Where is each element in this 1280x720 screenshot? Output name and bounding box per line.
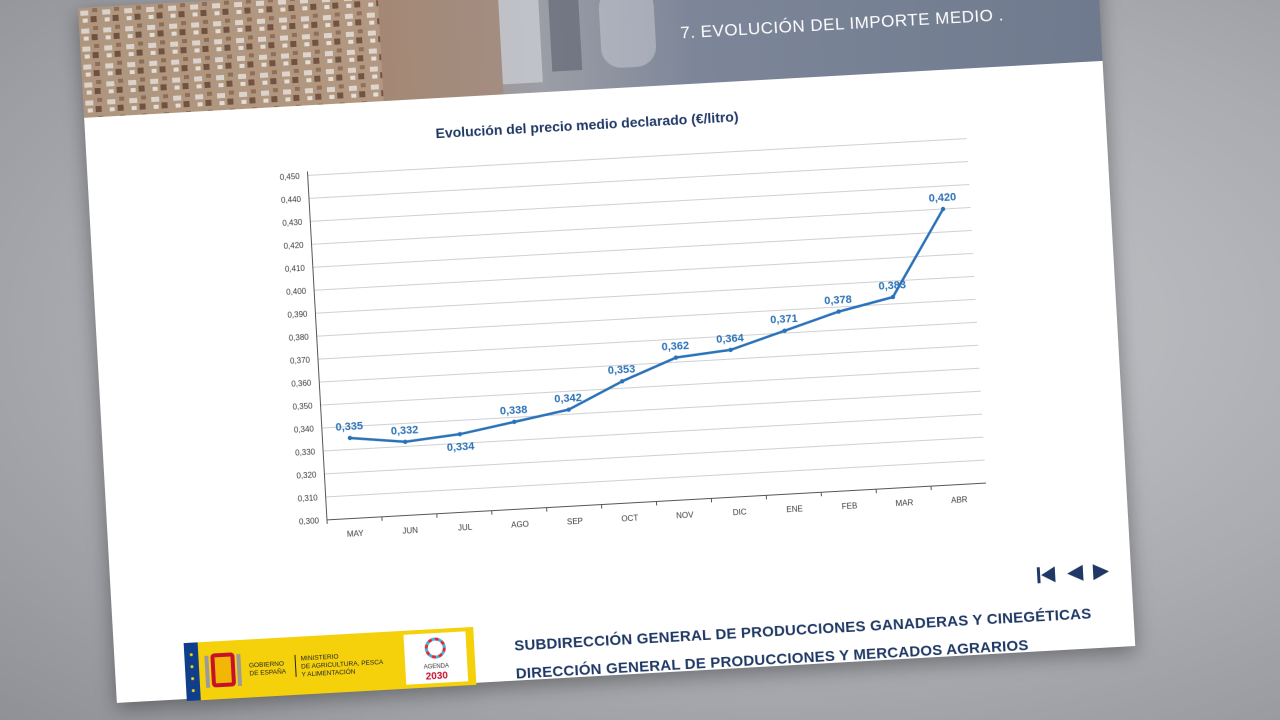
chart-axes <box>306 171 986 524</box>
nav-arrows <box>1036 563 1110 584</box>
y-tick-label: 0,300 <box>299 516 320 526</box>
x-tick-label: ENE <box>786 504 803 514</box>
gridline <box>315 275 975 314</box>
y-tick-label: 0,320 <box>296 470 317 480</box>
data-label: 0,353 <box>607 364 635 378</box>
previous-page-icon[interactable] <box>1067 564 1084 582</box>
x-tick-label: MAY <box>347 529 365 539</box>
ministerio-label: MINISTERIO <box>300 653 338 662</box>
data-label: 0,420 <box>928 191 956 205</box>
data-point <box>403 439 408 445</box>
y-tick-label: 0,370 <box>290 356 311 366</box>
data-point <box>566 407 571 412</box>
data-point <box>457 431 463 437</box>
data-label: 0,362 <box>661 340 689 354</box>
data-label: 0,342 <box>554 392 582 406</box>
x-tick-label: NOV <box>676 510 694 520</box>
ministerio-label-2: DE AGRICULTURA, PESCA <box>301 659 384 671</box>
data-point <box>782 328 787 333</box>
data-point <box>619 379 625 384</box>
chart-y-ticks: 0,300 0,310 0,320 0,330 0,340 0,350 0,360 0,370… <box>279 172 319 527</box>
data-label: 0,335 <box>335 420 363 434</box>
slide-panel <box>78 0 1136 703</box>
y-tick-label: 0,340 <box>294 424 315 434</box>
chart-x-ticks: MAY JUN JUL AGO SEP OCT NOV DIC ENE FEB MAR ABR <box>347 495 968 539</box>
x-tick-label: JUN <box>402 526 418 536</box>
agenda-2030-logo: AGENDA 2030 <box>403 631 469 685</box>
gridline <box>308 161 968 199</box>
gridline <box>312 229 972 268</box>
gridline <box>323 413 983 452</box>
government-logo: GOBIERNO DE ESPAÑA MINISTERIO DE AGRICUL… <box>183 626 477 702</box>
chart-data-labels: 0,335 0,332 0,334 0,338 0,342 0,353 0,362 0,364… <box>335 191 956 454</box>
header-banner: 7. EVOLUCIÓN DEL IMPORTE MEDIO . <box>78 0 1103 118</box>
data-point <box>728 347 733 353</box>
chart-series <box>347 206 946 445</box>
data-point <box>673 355 679 360</box>
y-tick-label: 0,430 <box>282 218 303 228</box>
y-tick-label: 0,310 <box>297 493 318 503</box>
data-label: 0,364 <box>716 332 745 346</box>
data-label: 0,383 <box>878 279 906 293</box>
y-tick-label: 0,360 <box>291 379 312 389</box>
next-page-icon[interactable] <box>1092 563 1110 581</box>
y-tick-label: 0,410 <box>285 264 306 274</box>
gridline <box>325 459 985 498</box>
y-tick-label: 0,390 <box>287 310 308 320</box>
gridline <box>314 252 974 291</box>
x-tick-label: AGO <box>511 520 529 530</box>
data-label: 0,378 <box>824 294 852 308</box>
x-tick-label: OCT <box>621 514 638 524</box>
y-tick-label: 0,350 <box>292 402 313 412</box>
data-point <box>890 294 896 300</box>
data-point <box>512 419 517 425</box>
y-axis <box>306 171 328 520</box>
y-tick-label: 0,440 <box>281 195 302 205</box>
gridline <box>311 206 971 245</box>
gridline <box>310 184 970 222</box>
series-line <box>349 208 945 444</box>
gridline <box>321 390 981 429</box>
gridline <box>324 436 984 475</box>
gobierno-label: GOBIERNO <box>249 661 284 670</box>
first-page-icon[interactable] <box>1036 566 1056 584</box>
gridline <box>307 138 967 176</box>
data-point <box>836 309 841 314</box>
data-point <box>940 206 946 212</box>
data-label: 0,338 <box>500 404 528 418</box>
y-tick-label: 0,450 <box>279 172 300 182</box>
y-tick-label: 0,420 <box>283 241 304 251</box>
x-tick-label: DIC <box>733 507 747 517</box>
agenda-label: AGENDA <box>424 663 450 670</box>
espana-label: DE ESPAÑA <box>249 666 287 677</box>
y-tick-label: 0,400 <box>286 287 307 297</box>
x-tick-label: SEP <box>567 517 583 527</box>
data-label: 0,334 <box>447 440 476 454</box>
data-label: 0,371 <box>770 313 798 327</box>
x-tick-label: JUL <box>458 523 473 533</box>
gridline <box>319 344 979 383</box>
x-tick-label: FEB <box>841 501 857 511</box>
x-tick-label: ABR <box>951 495 968 505</box>
agenda-year: 2030 <box>425 670 448 682</box>
gridline <box>317 321 977 360</box>
coat-of-arms-icon <box>204 652 243 688</box>
gridline <box>320 367 980 406</box>
y-tick-label: 0,380 <box>288 333 309 343</box>
data-point <box>347 435 353 441</box>
y-tick-label: 0,330 <box>295 447 316 457</box>
data-label: 0,332 <box>391 424 419 438</box>
x-tick-label: MAR <box>895 498 913 508</box>
